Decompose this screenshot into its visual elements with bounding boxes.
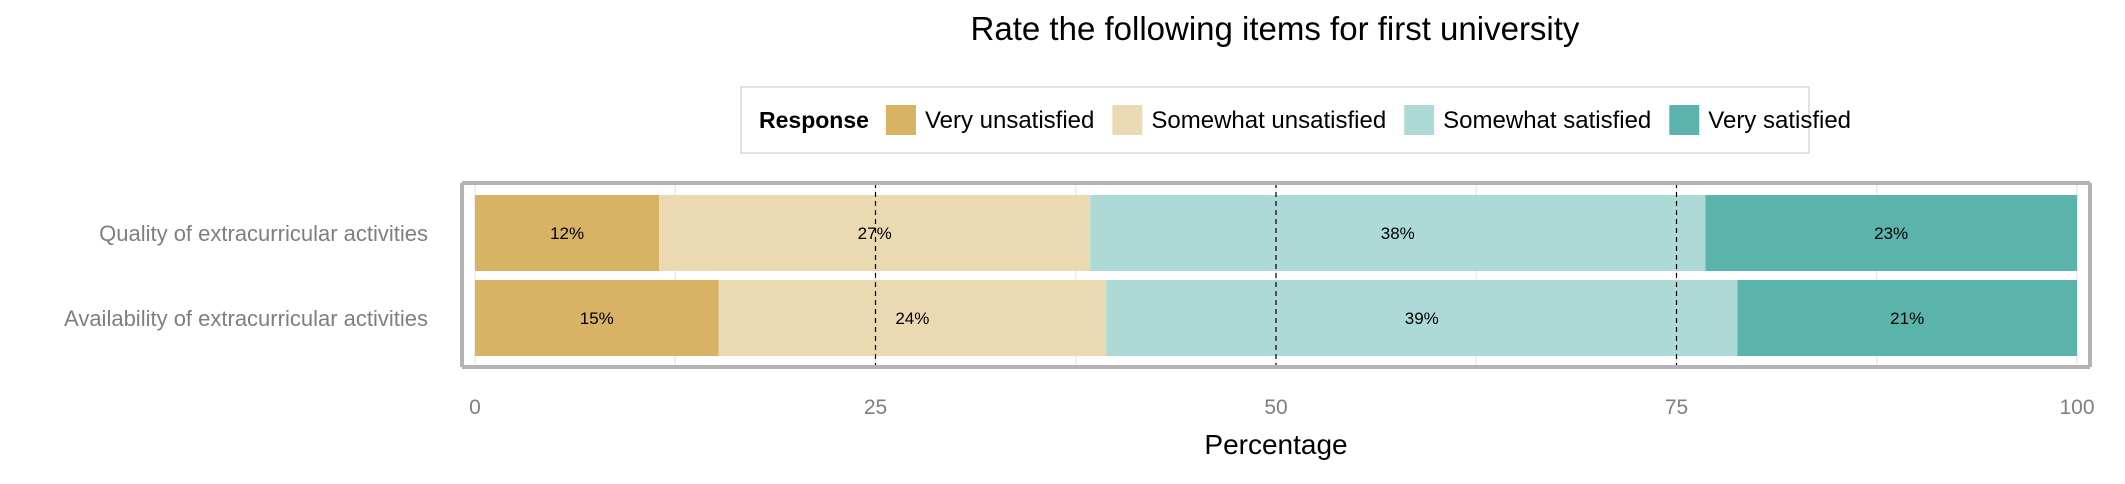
bar-very-satisfied <box>1705 195 2077 271</box>
data-label: 27% <box>858 224 892 243</box>
bar-very-unsatisfied <box>475 195 660 271</box>
data-label: 12% <box>550 224 584 243</box>
legend-swatch-somewhat-unsatisfied <box>1112 105 1143 135</box>
category-label: Availability of extracurricular activiti… <box>64 306 428 331</box>
legend-swatch-somewhat-satisfied <box>1404 105 1435 135</box>
bar-very-satisfied <box>1737 280 2077 356</box>
category-label: Quality of extracurricular activities <box>99 221 428 246</box>
legend-label-somewhat-satisfied: Somewhat satisfied <box>1443 107 1651 134</box>
legend-swatch-very-satisfied <box>1669 105 1700 135</box>
legend-label-very-satisfied: Very satisfied <box>1708 107 1851 134</box>
legend: Response Very unsatisfied Somewhat unsati… <box>740 86 1851 154</box>
plot-area: 12% 27% 38% 23% 15% 24% 39% 21% <box>460 181 2092 369</box>
bar-somewhat-satisfied <box>1106 280 1738 356</box>
legend-label-very-unsatisfied: Very unsatisfied <box>925 107 1094 134</box>
x-tick-label: 50 <box>1264 396 1287 419</box>
data-label: 21% <box>1890 309 1924 328</box>
bar-somewhat-satisfied <box>1090 195 1706 271</box>
data-label: 24% <box>895 309 929 328</box>
bar-very-unsatisfied <box>475 280 719 356</box>
bar-somewhat-unsatisfied <box>718 280 1107 356</box>
chart-title: Rate the following items for first unive… <box>971 10 1580 47</box>
data-label: 39% <box>1405 309 1439 328</box>
data-label: 23% <box>1874 224 1908 243</box>
data-label: 15% <box>580 309 614 328</box>
bar-somewhat-unsatisfied <box>659 195 1091 271</box>
x-axis-label: Percentage <box>1204 429 1347 460</box>
legend-box <box>740 86 1810 154</box>
x-tick-label: 100 <box>2059 396 2094 419</box>
x-tick-label: 0 <box>469 396 481 419</box>
legend-label-somewhat-unsatisfied: Somewhat unsatisfied <box>1151 107 1386 134</box>
x-tick-label: 25 <box>864 396 887 419</box>
x-tick-label: 75 <box>1665 396 1688 419</box>
data-label: 38% <box>1381 224 1415 243</box>
legend-swatch-very-unsatisfied <box>885 105 916 135</box>
legend-title: Response <box>759 107 869 133</box>
